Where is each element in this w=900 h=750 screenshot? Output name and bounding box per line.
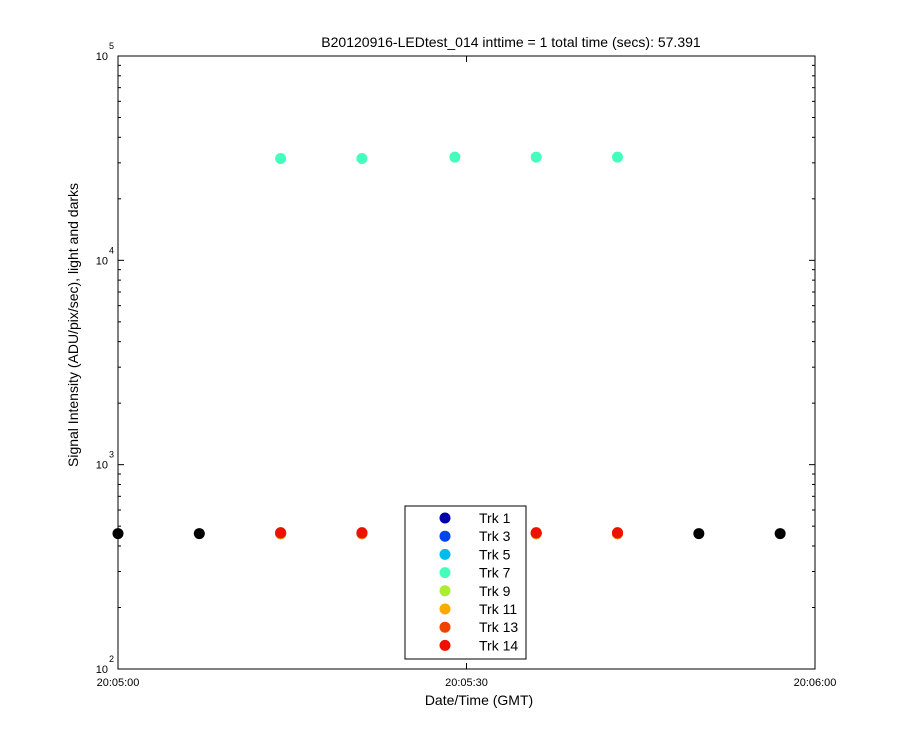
legend-marker bbox=[439, 603, 451, 615]
y-tick-exponent: 2 bbox=[109, 654, 114, 664]
legend-label: Trk 9 bbox=[479, 583, 511, 599]
series-point bbox=[530, 151, 542, 163]
series-point bbox=[530, 527, 542, 539]
series-point bbox=[356, 153, 368, 165]
legend-label: Trk 7 bbox=[479, 565, 511, 581]
legend-label: Trk 5 bbox=[479, 546, 511, 562]
x-tick-label: 20:05:00 bbox=[97, 677, 140, 689]
legend-label: Trk 1 bbox=[479, 510, 511, 526]
legend-label: Trk 14 bbox=[479, 637, 518, 653]
series-point bbox=[356, 527, 368, 539]
legend-label: Trk 13 bbox=[479, 619, 518, 635]
y-tick-label: 10 bbox=[96, 51, 108, 63]
series-point bbox=[275, 527, 287, 539]
series-point bbox=[449, 151, 461, 163]
y-tick-label: 10 bbox=[96, 255, 108, 267]
legend-marker bbox=[439, 585, 451, 597]
legend-marker bbox=[439, 530, 451, 542]
y-tick-exponent: 3 bbox=[109, 450, 114, 460]
x-tick-label: 20:06:00 bbox=[794, 677, 837, 689]
y-axis-label: Signal Intensity (ADU/pix/sec), light an… bbox=[65, 183, 81, 467]
legend-label: Trk 11 bbox=[479, 601, 517, 617]
legend-label: Trk 3 bbox=[479, 528, 511, 544]
series-point bbox=[612, 151, 624, 163]
legend-marker bbox=[439, 639, 451, 651]
x-axis-label: Date/Time (GMT) bbox=[425, 692, 533, 708]
series-point bbox=[612, 527, 624, 539]
y-tick-label: 10 bbox=[96, 664, 108, 676]
dark-point bbox=[193, 528, 205, 540]
y-tick-exponent: 5 bbox=[109, 41, 114, 51]
legend: Trk 1 Trk 3 Trk 5 Trk 7 Trk 9 Trk 11 Trk 13 Trk… bbox=[404, 505, 527, 660]
dark-point bbox=[774, 528, 786, 540]
legend-box bbox=[404, 505, 527, 660]
dark-point bbox=[693, 528, 705, 540]
dark-point bbox=[112, 528, 124, 540]
chart-title: B20120916-LEDtest_014 inttime = 1 total … bbox=[321, 34, 701, 50]
series-point bbox=[275, 153, 287, 165]
x-tick-label: 20:05:30 bbox=[445, 677, 488, 689]
y-tick-exponent: 4 bbox=[109, 245, 114, 255]
legend-marker bbox=[439, 548, 451, 560]
legend-items: Trk 1 Trk 3 Trk 5 Trk 7 Trk 9 Trk 11 Trk 13 Trk… bbox=[439, 510, 518, 653]
y-tick-label: 10 bbox=[96, 460, 108, 472]
legend-marker bbox=[439, 512, 451, 524]
legend-marker bbox=[439, 621, 451, 633]
legend-marker bbox=[439, 567, 451, 579]
